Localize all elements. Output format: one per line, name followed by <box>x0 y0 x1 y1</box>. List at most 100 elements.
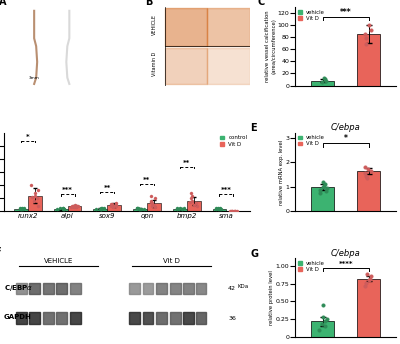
Point <box>149 203 155 209</box>
Bar <box>196 283 206 294</box>
Point <box>28 182 34 188</box>
Point <box>194 203 201 209</box>
Text: **: ** <box>183 160 190 166</box>
Point <box>368 168 374 173</box>
Point <box>57 206 64 211</box>
Point <box>180 206 187 211</box>
Text: KDa: KDa <box>238 284 249 290</box>
Point <box>216 206 222 212</box>
Point <box>320 314 326 320</box>
Point <box>18 207 24 212</box>
Bar <box>165 48 207 84</box>
Point <box>367 276 374 281</box>
Text: C: C <box>257 0 264 7</box>
Point <box>173 206 180 211</box>
Point <box>74 204 80 209</box>
Point <box>362 283 368 288</box>
Point <box>17 206 24 211</box>
Text: GAPDH: GAPDH <box>4 314 32 321</box>
Point <box>72 202 78 208</box>
Bar <box>56 312 67 324</box>
Text: VEHICLE: VEHICLE <box>44 258 73 265</box>
Point <box>368 27 374 33</box>
Point <box>322 181 328 186</box>
Point <box>214 206 221 211</box>
Point <box>152 195 158 201</box>
Point <box>93 206 100 212</box>
Point <box>364 271 371 277</box>
Point <box>98 206 104 212</box>
Point <box>368 273 374 279</box>
Text: ***: *** <box>340 8 352 17</box>
Point <box>141 206 147 211</box>
Bar <box>29 312 40 324</box>
Text: ***: *** <box>62 187 73 193</box>
Point <box>179 206 186 211</box>
Point <box>363 42 369 47</box>
Text: 42: 42 <box>228 286 236 291</box>
Point <box>108 204 114 209</box>
Point <box>179 206 186 212</box>
Point <box>320 180 326 185</box>
Point <box>60 206 66 212</box>
Point <box>188 190 194 196</box>
Point <box>187 200 193 205</box>
Point <box>109 202 115 207</box>
Point <box>98 206 104 211</box>
Point <box>363 280 370 286</box>
Legend: vehicle, Vit D: vehicle, Vit D <box>298 10 325 21</box>
Bar <box>312 187 334 211</box>
Point <box>217 206 223 211</box>
Point <box>366 22 372 28</box>
Bar <box>207 9 250 46</box>
Point <box>324 185 330 191</box>
Point <box>60 206 66 211</box>
Point <box>68 203 75 209</box>
Point <box>71 204 77 209</box>
Bar <box>143 283 154 294</box>
Text: VEHICLE: VEHICLE <box>152 14 157 35</box>
Point <box>34 195 40 201</box>
Point <box>31 198 37 204</box>
Point <box>362 31 368 37</box>
Point <box>321 77 328 82</box>
Point <box>18 206 24 212</box>
Text: Vit D: Vit D <box>163 258 180 265</box>
Point <box>323 189 330 194</box>
Point <box>317 187 324 192</box>
Point <box>136 206 143 212</box>
Bar <box>207 48 250 84</box>
Point <box>101 206 107 211</box>
Point <box>362 171 368 176</box>
Point <box>19 206 25 211</box>
Point <box>134 205 140 211</box>
Y-axis label: relative mRNA exp. level: relative mRNA exp. level <box>279 139 284 205</box>
Text: ****: **** <box>338 261 353 267</box>
Point <box>218 206 224 212</box>
Bar <box>170 312 180 324</box>
Bar <box>357 34 380 86</box>
Text: F: F <box>0 247 1 257</box>
Point <box>213 205 220 211</box>
Point <box>21 205 27 211</box>
Bar <box>107 205 121 211</box>
Bar <box>165 9 207 46</box>
Bar <box>357 171 380 211</box>
Bar <box>170 283 180 294</box>
Point <box>216 206 223 211</box>
Point <box>110 204 116 209</box>
Point <box>148 198 154 204</box>
Bar <box>187 201 201 211</box>
Point <box>363 35 369 41</box>
Point <box>60 205 66 211</box>
Point <box>231 208 237 214</box>
Bar <box>357 279 380 337</box>
Point <box>17 206 24 211</box>
Bar <box>196 312 206 324</box>
Text: E: E <box>250 123 257 133</box>
Bar <box>156 283 167 294</box>
Y-axis label: relative vessel calcification
(area/circumference): relative vessel calcification (area/circ… <box>265 10 276 82</box>
Text: **: ** <box>143 177 151 183</box>
Point <box>19 206 26 212</box>
Point <box>70 203 76 208</box>
